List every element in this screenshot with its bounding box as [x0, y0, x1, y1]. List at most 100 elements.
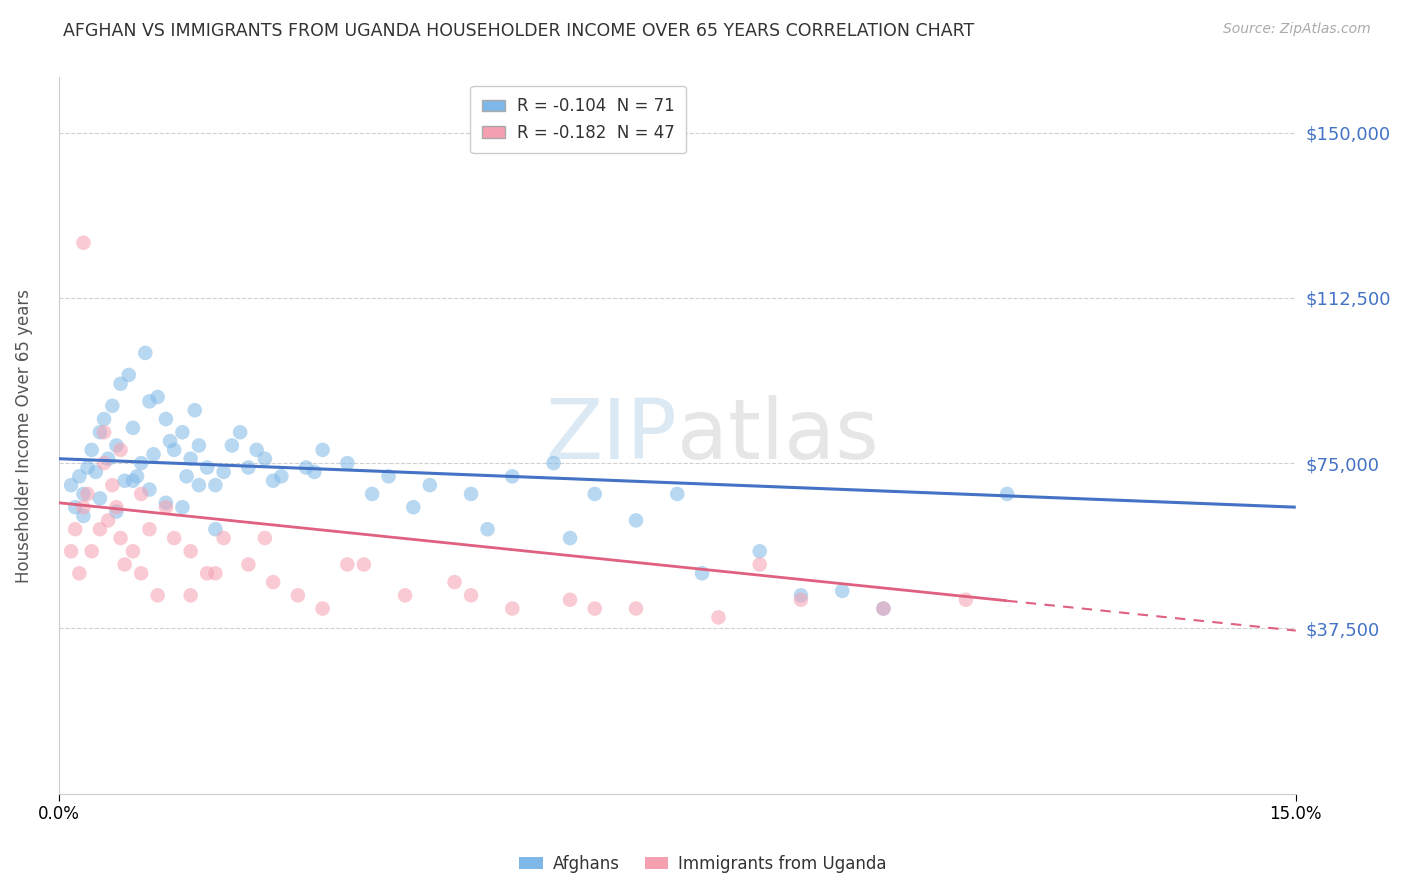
Point [624, 601, 647, 615]
Point [122, 421, 145, 435]
Point [110, 531, 132, 545]
Point [159, 434, 181, 448]
Point [304, 465, 326, 479]
Point [67, 566, 90, 581]
Point [872, 601, 894, 615]
Point [93, 425, 115, 440]
Point [101, 478, 124, 492]
Point [204, 522, 226, 536]
Point [114, 474, 136, 488]
Point [221, 438, 243, 452]
Point [89, 491, 111, 506]
Point [125, 469, 148, 483]
Point [72, 500, 94, 515]
Point [122, 544, 145, 558]
Point [262, 474, 284, 488]
Point [477, 522, 499, 536]
Point [67, 469, 90, 483]
Point [89, 522, 111, 536]
Point [180, 588, 202, 602]
Point [460, 487, 482, 501]
Point [311, 442, 333, 457]
Point [187, 438, 209, 452]
Point [253, 531, 276, 545]
Point [93, 412, 115, 426]
Point [180, 451, 202, 466]
Point [690, 566, 713, 581]
Point [93, 456, 115, 470]
Point [229, 425, 252, 440]
Point [80, 544, 103, 558]
Point [295, 460, 318, 475]
Point [60, 544, 83, 558]
Point [443, 575, 465, 590]
Point [831, 583, 853, 598]
Point [212, 531, 235, 545]
Legend: Afghans, Immigrants from Uganda: Afghans, Immigrants from Uganda [513, 848, 893, 880]
Point [270, 469, 292, 483]
Point [134, 346, 156, 360]
Point [105, 500, 128, 515]
Y-axis label: Householder Income Over 65 years: Householder Income Over 65 years [15, 288, 32, 582]
Point [195, 460, 218, 475]
Point [138, 483, 160, 497]
Point [336, 456, 359, 470]
Point [262, 575, 284, 590]
Point [624, 513, 647, 527]
Point [253, 451, 276, 466]
Point [110, 442, 132, 457]
Point [172, 500, 194, 515]
Point [246, 442, 269, 457]
Point [129, 487, 152, 501]
Point [460, 588, 482, 602]
Point [377, 469, 399, 483]
Point [146, 390, 169, 404]
Point [60, 478, 83, 492]
Point [238, 558, 260, 572]
Point [72, 235, 94, 250]
Point [163, 531, 186, 545]
Point [155, 412, 177, 426]
Point [176, 469, 198, 483]
Point [583, 601, 606, 615]
Legend: R = -0.104  N = 71, R = -0.182  N = 47: R = -0.104 N = 71, R = -0.182 N = 47 [470, 86, 686, 153]
Point [97, 451, 120, 466]
Point [97, 513, 120, 527]
Point [72, 487, 94, 501]
Point [138, 522, 160, 536]
Point [138, 394, 160, 409]
Point [76, 460, 98, 475]
Point [195, 566, 218, 581]
Point [101, 399, 124, 413]
Point [394, 588, 416, 602]
Point [666, 487, 689, 501]
Point [872, 601, 894, 615]
Text: Source: ZipAtlas.com: Source: ZipAtlas.com [1223, 22, 1371, 37]
Point [558, 592, 581, 607]
Point [311, 601, 333, 615]
Point [204, 478, 226, 492]
Point [172, 425, 194, 440]
Point [707, 610, 730, 624]
Point [63, 500, 86, 515]
Text: AFGHAN VS IMMIGRANTS FROM UGANDA HOUSEHOLDER INCOME OVER 65 YEARS CORRELATION CH: AFGHAN VS IMMIGRANTS FROM UGANDA HOUSEHO… [63, 22, 974, 40]
Point [146, 588, 169, 602]
Point [63, 522, 86, 536]
Point [110, 376, 132, 391]
Text: atlas: atlas [678, 395, 879, 476]
Point [80, 442, 103, 457]
Point [118, 368, 141, 382]
Point [105, 505, 128, 519]
Point [748, 558, 770, 572]
Point [122, 474, 145, 488]
Point [163, 442, 186, 457]
Point [114, 558, 136, 572]
Point [129, 566, 152, 581]
Point [180, 544, 202, 558]
Point [287, 588, 309, 602]
Point [204, 566, 226, 581]
Point [129, 456, 152, 470]
Point [187, 478, 209, 492]
Point [184, 403, 207, 417]
Point [89, 425, 111, 440]
